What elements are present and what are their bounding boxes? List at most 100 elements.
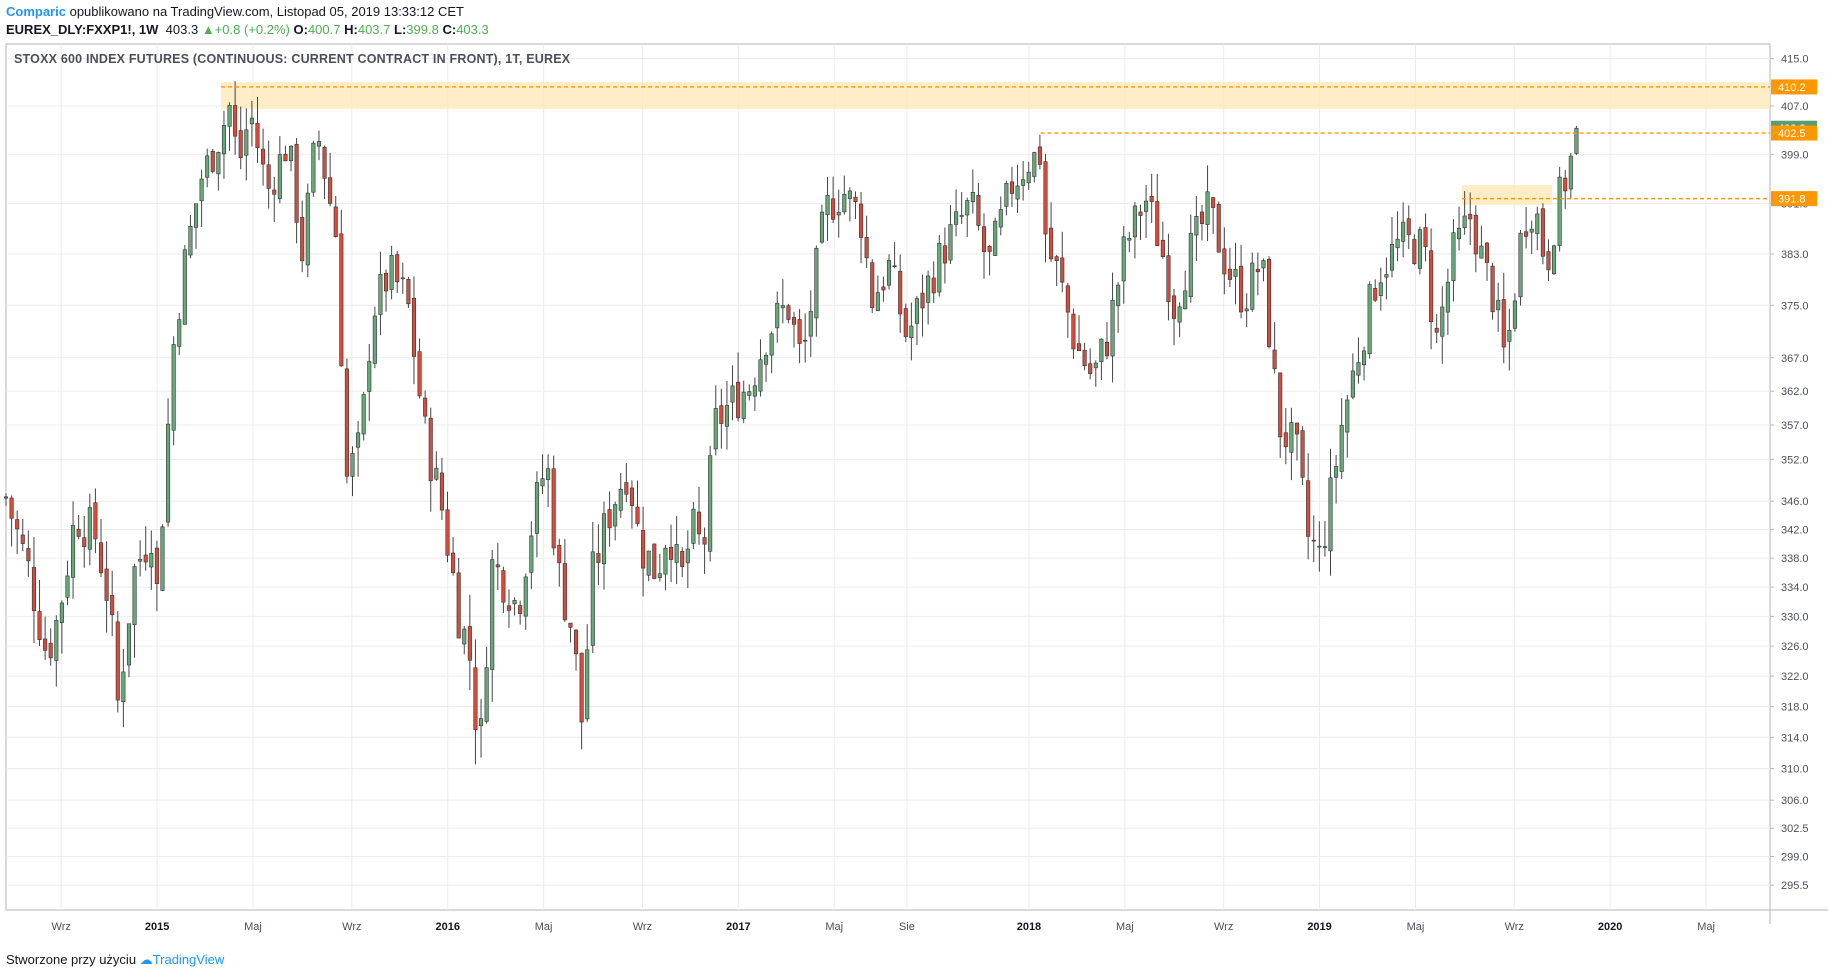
price-tick-label: 352.0 [1781,454,1809,466]
time-tick-label: Wrz [1214,921,1233,933]
created-with-text: Stworzone przy użyciu [6,952,137,967]
candle-down [853,196,858,202]
candle-down [1222,248,1227,275]
price-tick-label: 346.0 [1781,496,1809,508]
candle-up [182,249,187,325]
candle-down [870,262,875,309]
price-tick-label: 306.0 [1781,795,1809,807]
candle-up [993,220,998,256]
price-tick-label: 338.0 [1781,553,1809,565]
candle-down [1037,146,1042,165]
candle-up [909,325,914,339]
candle-up [546,468,551,480]
candle-up [948,224,953,261]
candle-down [719,405,724,424]
candle-up [277,154,282,199]
candle-up [1244,308,1249,312]
candle-up [1339,425,1344,472]
candle-down [1149,195,1154,202]
candle-down [976,195,981,226]
price-tick-label: 415.0 [1781,54,1809,66]
close-label: C: [442,22,457,37]
candle-up [389,255,394,290]
candle-up [1233,268,1238,277]
candle-up [814,247,819,319]
candle-down [1082,349,1087,367]
time-tick-label: Wrz [52,921,71,933]
candle-up [121,671,126,703]
candle-down [1043,161,1048,235]
candle-down [641,530,646,569]
candle-up [724,405,729,427]
candle-down [1076,343,1082,351]
candle-up [970,192,975,202]
candle-up [1389,244,1395,271]
open-value: 400.7 [307,22,341,37]
candle-down [1071,313,1076,350]
candle-down [1473,214,1478,255]
candle-down [1278,372,1283,438]
price-tag: 402.5 [1771,125,1817,141]
candle-down [696,511,702,535]
candle-down [1501,299,1506,348]
tradingview-link[interactable]: TradingView [152,952,225,967]
candle-down [344,368,349,477]
candle-down [797,319,802,344]
candle-up [1512,300,1517,329]
candle-up [937,242,942,293]
candle-up [685,548,690,564]
candle-up [1462,215,1467,229]
candle-up [926,275,931,303]
candle-up [1177,306,1182,323]
candle-up [1334,466,1339,478]
candle-down [1294,422,1300,435]
candle-down [1138,211,1143,216]
candle-down [1484,242,1490,263]
last-price: 403.3 [165,22,199,37]
candle-down [76,529,81,537]
candle-up [249,117,254,125]
candle-up [244,129,249,156]
candle-up [741,391,746,419]
candle-down [110,594,115,616]
candle-up [780,305,785,309]
price-tag-bg [1771,125,1817,141]
candle-up [1529,228,1534,233]
candle-down [395,254,400,283]
candle-down [652,543,657,579]
low-label: L: [394,22,407,37]
price-tag-label: 391.8 [1778,194,1806,206]
candle-up [1116,284,1121,307]
publish-line: Comparic opublikowano na TradingView.com… [6,4,464,19]
candles-group [3,81,1579,765]
candle-down [143,554,148,563]
candle-up [1401,221,1406,242]
candle-down [669,546,674,560]
author-link[interactable]: Comparic [6,4,66,19]
candle-down [518,605,523,614]
candle-up [188,225,193,256]
candle-down [607,509,612,529]
candle-down [1088,363,1093,375]
candle-down [736,381,741,419]
ohlc-line: EUREX_DLY:FXXP1!, 1W 403.3 ▲+0.8 (+0.2%)… [6,22,489,37]
time-tick-label: 2020 [1598,921,1622,933]
candle-up [316,141,321,147]
candle-down [1104,342,1109,357]
price-tick-label: 318.0 [1781,702,1809,714]
candle-down [1211,197,1216,208]
price-tag-bg [1771,79,1817,95]
candle-up [1099,338,1104,363]
candle-down [1423,227,1428,247]
candle-down [1311,539,1316,542]
candle-up [1350,370,1355,398]
candle-down [864,237,869,259]
candle-down [1373,288,1378,301]
candle-down [37,611,42,640]
candle-down [1300,430,1305,478]
candle-down [1239,265,1244,313]
candle-down [451,552,456,573]
candle-down [93,502,98,540]
candle-down [26,548,31,562]
